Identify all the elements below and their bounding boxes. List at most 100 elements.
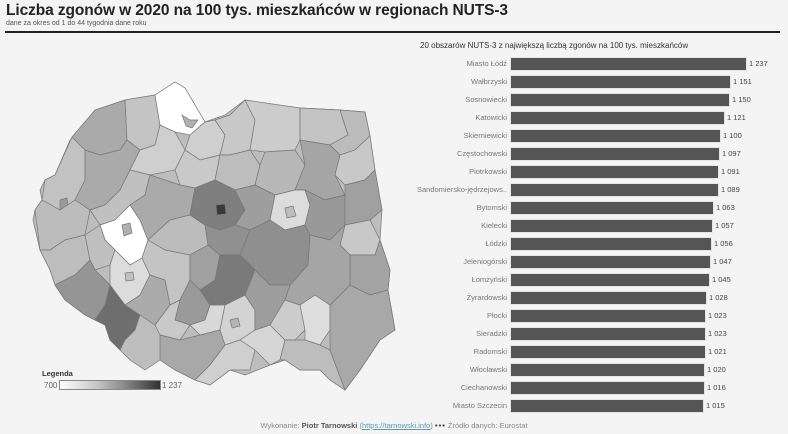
bar-value: 1 020 — [707, 365, 726, 374]
legend-max-value: 1 237 — [162, 381, 183, 390]
map-region — [284, 223, 351, 306]
map-region — [121, 222, 133, 237]
bar-label: Płocki — [486, 311, 507, 320]
bar-value: 1 016 — [707, 383, 726, 392]
bar-value: 1 097 — [722, 149, 741, 158]
bar-row[interactable]: Częstochowski 1 097 — [400, 147, 788, 161]
footer-source: Źródło danych: Eurostat — [445, 421, 528, 430]
bar-row[interactable]: Sandomiersko-jędrzejows.. 1 089 — [400, 183, 788, 197]
bar-label: Łódzki — [485, 239, 507, 248]
bar[interactable] — [510, 399, 704, 413]
bar-label: Sosnowiecki — [465, 95, 507, 104]
bar[interactable] — [510, 255, 711, 269]
bar[interactable] — [510, 327, 706, 341]
bar-value: 1 021 — [708, 347, 727, 356]
bar-row[interactable]: Sieradzki 1 023 — [400, 327, 788, 341]
bar-label: Katowicki — [475, 113, 507, 122]
bar-value: 1 057 — [715, 221, 734, 230]
bar[interactable] — [510, 291, 707, 305]
bar[interactable] — [510, 201, 714, 215]
map-region — [181, 114, 199, 129]
map-region — [215, 203, 227, 216]
bar[interactable] — [510, 345, 706, 359]
bar-row[interactable]: Radomski 1 021 — [400, 345, 788, 359]
footer-prefix: Wykonanie: — [260, 421, 302, 430]
bar-row[interactable]: Miasto Łódź 1 237 — [400, 57, 788, 71]
bar-value: 1 063 — [716, 203, 735, 212]
bar[interactable] — [510, 129, 721, 143]
legend-title: Legenda — [42, 369, 73, 378]
bar-row[interactable]: Katowicki 1 121 — [400, 111, 788, 125]
map-region — [329, 284, 396, 391]
bar[interactable] — [510, 57, 747, 71]
bar-row[interactable]: Bytomski 1 063 — [400, 201, 788, 215]
bar[interactable] — [510, 219, 713, 233]
bar-value: 1 150 — [732, 95, 751, 104]
map-region — [279, 339, 346, 391]
footer-link[interactable]: https://tarnowski.info — [361, 421, 431, 430]
bar-label: Piotrkowski — [469, 167, 507, 176]
bar-label: Żyrardowski — [466, 293, 507, 302]
header-divider — [5, 31, 780, 33]
bar[interactable] — [510, 111, 725, 125]
footer-author: Piotr Tarnowski — [301, 421, 358, 430]
bar-row[interactable]: Żyrardowski 1 028 — [400, 291, 788, 305]
bar-row[interactable]: Jeleniogórski 1 047 — [400, 255, 788, 269]
footer-paren-open: ( — [357, 421, 362, 430]
bar-value: 1 047 — [713, 257, 732, 266]
map-region — [124, 271, 135, 282]
bar[interactable] — [510, 381, 705, 395]
bar-row[interactable]: Kielecki 1 057 — [400, 219, 788, 233]
bar-row[interactable]: Wałbrzyski 1 151 — [400, 75, 788, 89]
bar[interactable] — [510, 75, 731, 89]
map-region — [244, 99, 301, 153]
bar[interactable] — [510, 93, 730, 107]
bar-row[interactable]: Sosnowiecki 1 150 — [400, 93, 788, 107]
bar-label: Bytomski — [476, 203, 507, 212]
bar[interactable] — [510, 273, 710, 287]
bar-row[interactable]: Piotrkowski 1 091 — [400, 165, 788, 179]
page-title: Liczba zgonów w 2020 na 100 tys. mieszka… — [6, 2, 508, 19]
bar-value: 1 091 — [721, 167, 740, 176]
bar-row[interactable]: Ciechanowski 1 016 — [400, 381, 788, 395]
map-region — [284, 205, 297, 219]
bar-value: 1 056 — [714, 239, 733, 248]
legend-min-value: 700 — [44, 381, 58, 390]
bar[interactable] — [510, 363, 705, 377]
bar-label: Skierniewicki — [463, 131, 507, 140]
legend-gradient — [59, 380, 161, 390]
map-region — [94, 284, 141, 351]
bar[interactable] — [510, 147, 720, 161]
bar-label: Ciechanowski — [460, 383, 507, 392]
bar-label: Łomżyński — [471, 275, 507, 284]
bar[interactable] — [510, 237, 712, 251]
bar-value: 1 028 — [709, 293, 728, 302]
bar-value: 1 089 — [721, 185, 740, 194]
bar-value: 1 237 — [749, 59, 768, 68]
bar-row[interactable]: Skierniewicki 1 100 — [400, 129, 788, 143]
bar-row[interactable]: Łomżyński 1 045 — [400, 273, 788, 287]
bar-value: 1 121 — [727, 113, 746, 122]
bar-label: Jeleniogórski — [463, 257, 507, 266]
bar-row[interactable]: Włocławski 1 020 — [400, 363, 788, 377]
bar-row[interactable]: Łódzki 1 056 — [400, 237, 788, 251]
page-subtitle: dane za okres od 1 do 44 tygodnia dane r… — [6, 20, 147, 27]
bar[interactable] — [510, 309, 706, 323]
bar-row[interactable]: Miasto Szczecin 1 015 — [400, 399, 788, 413]
bar-label: Włocławski — [469, 365, 507, 374]
choropleth-map[interactable] — [30, 40, 400, 410]
bar-value: 1 151 — [733, 77, 752, 86]
map-region — [154, 299, 191, 341]
bar-value: 1 100 — [723, 131, 742, 140]
map-region — [344, 169, 383, 226]
map-region — [194, 339, 256, 386]
bar[interactable] — [510, 165, 719, 179]
bar-label: Kielecki — [481, 221, 507, 230]
bar-label: Miasto Łódź — [466, 59, 507, 68]
bar-label: Sandomiersko-jędrzejows.. — [416, 185, 507, 194]
bar-label: Częstochowski — [456, 149, 507, 158]
bar-row[interactable]: Płocki 1 023 — [400, 309, 788, 323]
bar[interactable] — [510, 183, 719, 197]
bar-label: Wałbrzyski — [471, 77, 507, 86]
footer-paren-close: ) — [430, 421, 435, 430]
